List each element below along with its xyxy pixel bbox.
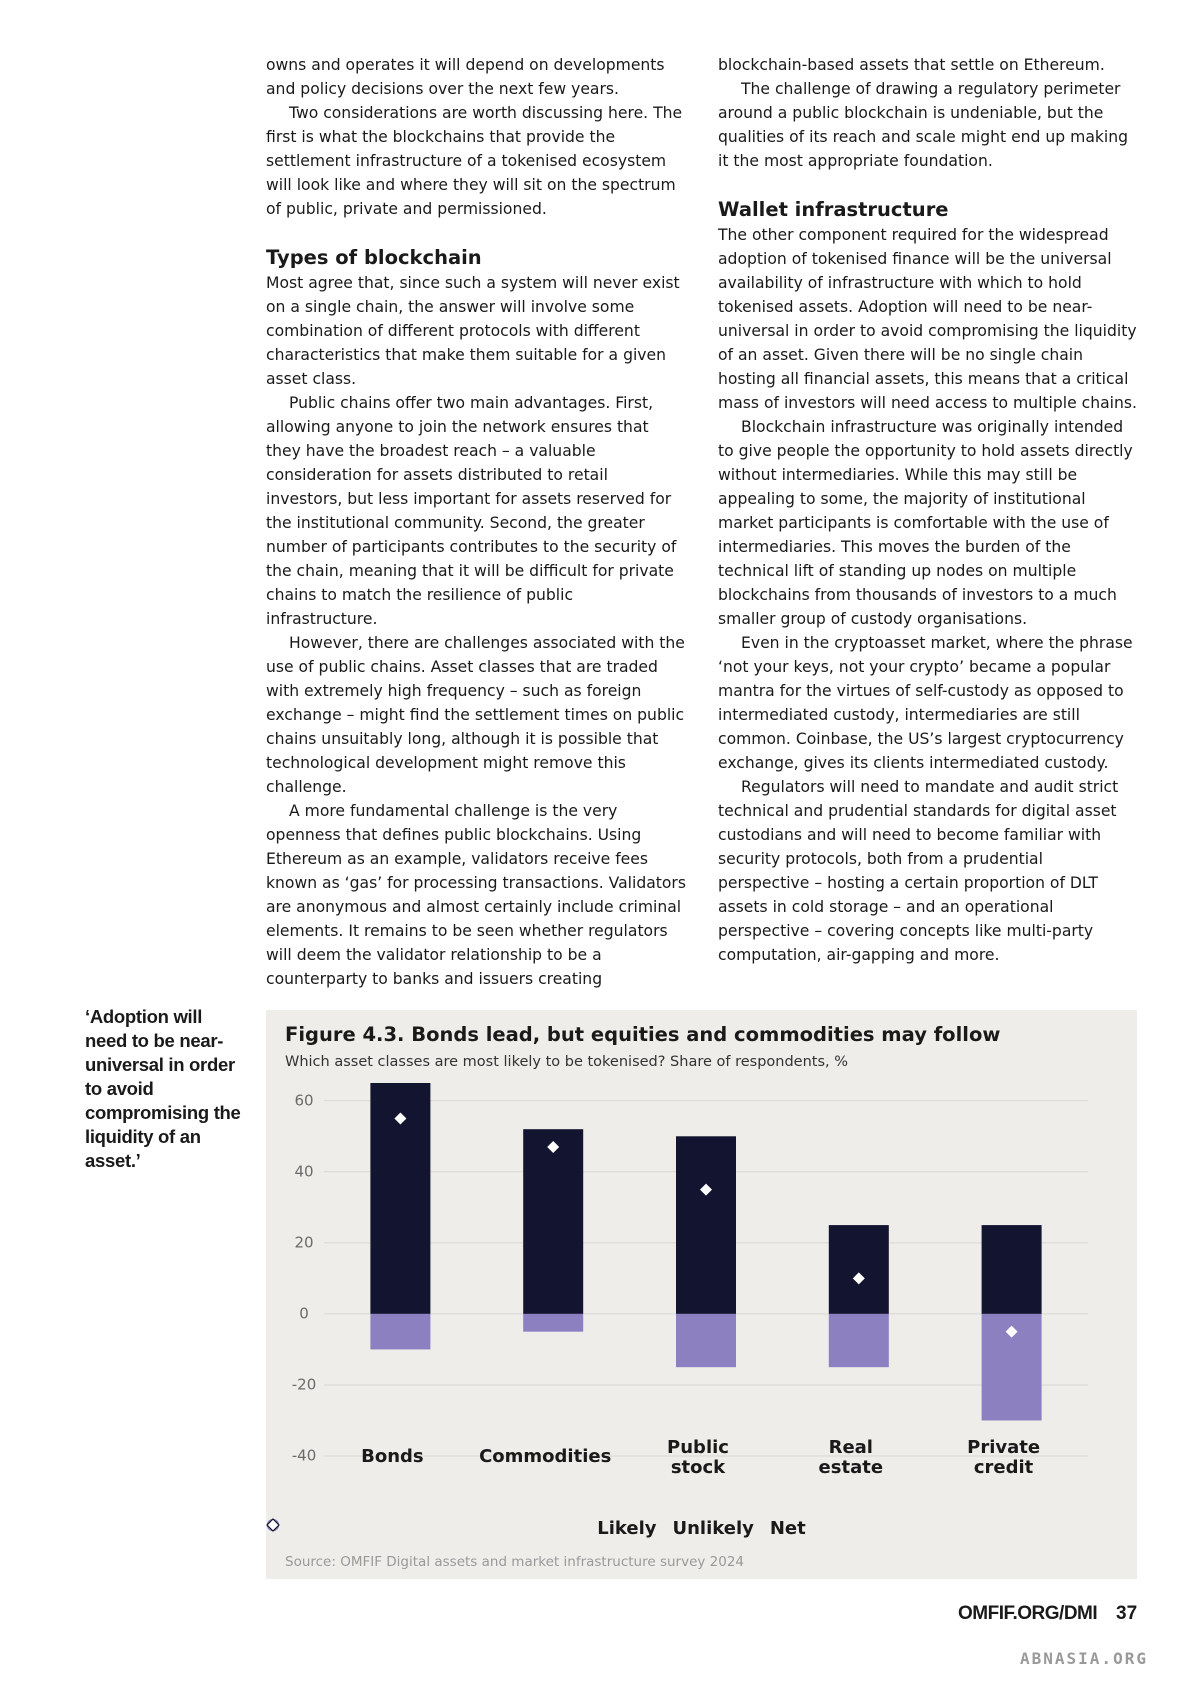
legend-label: Net xyxy=(769,1518,806,1539)
y-tick-label: -40 xyxy=(292,1447,317,1465)
legend-item: Unlikely xyxy=(267,1518,754,1539)
paragraph: Regulators will need to mandate and audi… xyxy=(718,778,1119,964)
legend-diamond xyxy=(266,1518,280,1532)
section-heading: Wallet infrastructure xyxy=(718,198,949,221)
paragraph: The challenge of drawing a regulatory pe… xyxy=(718,80,1129,170)
legend-label: Likely xyxy=(597,1518,657,1539)
x-tick-label: Public stock xyxy=(667,1437,729,1478)
chart-plot: 60 40 20 0 -20 -40 xyxy=(292,1083,1088,1465)
bar xyxy=(676,1136,736,1314)
paragraph: Blockchain infrastructure was originally… xyxy=(718,418,1133,628)
paragraph: However, there are challenges associated… xyxy=(266,634,685,796)
net-marker xyxy=(547,1140,560,1153)
right-column: blockchain-based assets that settle on E… xyxy=(718,53,1138,967)
paragraph: Even in the cryptoasset market, where th… xyxy=(718,634,1133,772)
bar xyxy=(828,1225,889,1314)
net-marker xyxy=(700,1183,712,1196)
y-tick-label: 0 xyxy=(299,1304,309,1322)
bar xyxy=(981,1225,1042,1314)
section-heading: Types of blockchain xyxy=(266,246,482,269)
x-tick-label: Real estate xyxy=(818,1437,884,1478)
paragraph: owns and operates it will depend on deve… xyxy=(266,56,665,98)
left-column: owns and operates it will depend on deve… xyxy=(266,53,686,991)
net-marker xyxy=(1005,1325,1018,1338)
y-tick-label: 40 xyxy=(294,1162,313,1180)
bar xyxy=(676,1313,736,1368)
y-tick-label: 20 xyxy=(294,1233,313,1251)
footer-site: OMFIF.ORG/DMI xyxy=(958,1603,1098,1624)
x-tick-label: Bonds xyxy=(361,1446,424,1467)
pull-quote: ‘Adoption will need to be near-universal… xyxy=(85,1006,241,1171)
chart-title: Figure 4.3. Bonds lead, but equities and… xyxy=(285,1023,1001,1046)
legend-label: Unlikely xyxy=(672,1518,754,1539)
watermark: ABNASIA.ORG xyxy=(1020,1649,1148,1668)
bar xyxy=(370,1313,431,1350)
x-tick-label: Private credit xyxy=(967,1437,1041,1478)
legend-item: Net xyxy=(266,1518,806,1539)
bar xyxy=(523,1129,584,1314)
paragraph: Two considerations are worth discussing … xyxy=(266,104,683,218)
x-tick-label: Commodities xyxy=(479,1446,612,1467)
paragraph: A more fundamental challenge is the very… xyxy=(266,802,686,988)
paragraph: Public chains offer two main advantages.… xyxy=(266,394,677,628)
paragraph: blockchain-based assets that settle on E… xyxy=(718,56,1105,74)
bar xyxy=(828,1313,889,1368)
paragraph: Most agree that, since such a system wil… xyxy=(266,274,680,388)
y-tick-label: -20 xyxy=(292,1375,317,1393)
legend: Likely Unlikely Net xyxy=(266,1518,1137,1539)
legend-item: Likely xyxy=(267,1518,657,1539)
chart-source: Source: OMFIF Digital assets and market … xyxy=(285,1554,745,1570)
chart-subtitle: Which asset classes are most likely to b… xyxy=(285,1054,849,1070)
legend-marker xyxy=(266,1518,280,1532)
y-tick-label: 60 xyxy=(294,1091,313,1109)
net-marker xyxy=(852,1272,865,1285)
paragraph: The other component required for the wid… xyxy=(718,226,1137,412)
net-marker xyxy=(394,1112,407,1125)
bar xyxy=(523,1313,584,1332)
page-number: 37 xyxy=(1116,1603,1138,1624)
chart: 60 40 20 0 -20 -40 Figure 4.3. Bonds lead, bu… xyxy=(266,1010,1137,1579)
